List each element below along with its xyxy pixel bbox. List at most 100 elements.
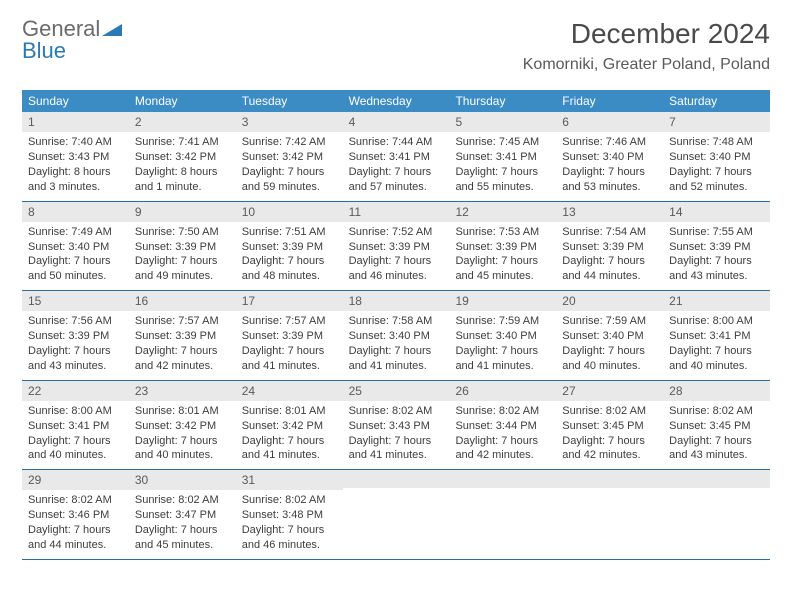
daylight-line2: and 45 minutes.	[455, 269, 550, 284]
sunrise-text: Sunrise: 7:50 AM	[135, 225, 230, 240]
sunrise-text: Sunrise: 7:40 AM	[28, 135, 123, 150]
day-body: Sunrise: 7:59 AMSunset: 3:40 PMDaylight:…	[449, 311, 556, 379]
header: General Blue December 2024 Komorniki, Gr…	[0, 0, 792, 82]
day-cell: 3Sunrise: 7:42 AMSunset: 3:42 PMDaylight…	[236, 112, 343, 201]
day-body: Sunrise: 8:02 AMSunset: 3:47 PMDaylight:…	[129, 490, 236, 558]
day-body	[449, 488, 556, 497]
daylight-line1: Daylight: 7 hours	[349, 434, 444, 449]
daylight-line2: and 49 minutes.	[135, 269, 230, 284]
day-body: Sunrise: 7:56 AMSunset: 3:39 PMDaylight:…	[22, 311, 129, 379]
daylight-line2: and 41 minutes.	[349, 359, 444, 374]
day-number	[343, 470, 450, 488]
day-number: 16	[129, 291, 236, 311]
day-number: 1	[22, 112, 129, 132]
day-number: 18	[343, 291, 450, 311]
day-number: 19	[449, 291, 556, 311]
sunset-text: Sunset: 3:40 PM	[349, 329, 444, 344]
day-number	[449, 470, 556, 488]
daylight-line2: and 42 minutes.	[562, 448, 657, 463]
day-cell: 16Sunrise: 7:57 AMSunset: 3:39 PMDayligh…	[129, 291, 236, 380]
day-number	[556, 470, 663, 488]
daylight-line1: Daylight: 7 hours	[242, 254, 337, 269]
daylight-line1: Daylight: 7 hours	[135, 344, 230, 359]
day-cell: 24Sunrise: 8:01 AMSunset: 3:42 PMDayligh…	[236, 381, 343, 470]
sunrise-text: Sunrise: 7:57 AM	[135, 314, 230, 329]
sunrise-text: Sunrise: 7:59 AM	[562, 314, 657, 329]
daylight-line1: Daylight: 8 hours	[28, 165, 123, 180]
sunset-text: Sunset: 3:41 PM	[669, 329, 764, 344]
sunrise-text: Sunrise: 7:54 AM	[562, 225, 657, 240]
daylight-line1: Daylight: 7 hours	[349, 165, 444, 180]
sunset-text: Sunset: 3:39 PM	[562, 240, 657, 255]
daylight-line1: Daylight: 7 hours	[562, 344, 657, 359]
sunrise-text: Sunrise: 8:02 AM	[562, 404, 657, 419]
day-cell: 30Sunrise: 8:02 AMSunset: 3:47 PMDayligh…	[129, 470, 236, 559]
daylight-line2: and 52 minutes.	[669, 180, 764, 195]
sunset-text: Sunset: 3:42 PM	[135, 150, 230, 165]
sunset-text: Sunset: 3:40 PM	[455, 329, 550, 344]
daylight-line2: and 40 minutes.	[562, 359, 657, 374]
logo-text-line2: Blue	[22, 40, 122, 62]
sunrise-text: Sunrise: 8:00 AM	[28, 404, 123, 419]
day-cell	[556, 470, 663, 559]
daylight-line1: Daylight: 7 hours	[669, 434, 764, 449]
daylight-line2: and 40 minutes.	[28, 448, 123, 463]
daylight-line1: Daylight: 7 hours	[669, 254, 764, 269]
sunrise-text: Sunrise: 8:02 AM	[455, 404, 550, 419]
sunrise-text: Sunrise: 7:48 AM	[669, 135, 764, 150]
daylight-line1: Daylight: 7 hours	[349, 344, 444, 359]
day-body: Sunrise: 8:00 AMSunset: 3:41 PMDaylight:…	[663, 311, 770, 379]
day-number: 26	[449, 381, 556, 401]
day-body: Sunrise: 8:02 AMSunset: 3:44 PMDaylight:…	[449, 401, 556, 469]
sunrise-text: Sunrise: 8:00 AM	[669, 314, 764, 329]
sunset-text: Sunset: 3:40 PM	[562, 329, 657, 344]
day-body: Sunrise: 8:00 AMSunset: 3:41 PMDaylight:…	[22, 401, 129, 469]
sunrise-text: Sunrise: 7:51 AM	[242, 225, 337, 240]
day-cell	[343, 470, 450, 559]
location: Komorniki, Greater Poland, Poland	[523, 56, 770, 74]
day-cell: 11Sunrise: 7:52 AMSunset: 3:39 PMDayligh…	[343, 202, 450, 291]
day-number: 31	[236, 470, 343, 490]
day-number: 20	[556, 291, 663, 311]
sunset-text: Sunset: 3:43 PM	[28, 150, 123, 165]
logo: General Blue	[22, 18, 122, 62]
calendar: Sunday Monday Tuesday Wednesday Thursday…	[22, 90, 770, 560]
day-number: 10	[236, 202, 343, 222]
daylight-line2: and 44 minutes.	[562, 269, 657, 284]
daylight-line2: and 45 minutes.	[135, 538, 230, 553]
day-body: Sunrise: 8:02 AMSunset: 3:45 PMDaylight:…	[556, 401, 663, 469]
daylight-line2: and 42 minutes.	[455, 448, 550, 463]
day-body: Sunrise: 8:01 AMSunset: 3:42 PMDaylight:…	[236, 401, 343, 469]
day-number: 2	[129, 112, 236, 132]
sunrise-text: Sunrise: 7:42 AM	[242, 135, 337, 150]
daylight-line2: and 41 minutes.	[242, 448, 337, 463]
day-number: 9	[129, 202, 236, 222]
sunset-text: Sunset: 3:39 PM	[455, 240, 550, 255]
sunrise-text: Sunrise: 8:01 AM	[135, 404, 230, 419]
logo-text-line1: General	[22, 18, 122, 40]
day-body: Sunrise: 8:01 AMSunset: 3:42 PMDaylight:…	[129, 401, 236, 469]
sunset-text: Sunset: 3:42 PM	[242, 150, 337, 165]
day-cell: 18Sunrise: 7:58 AMSunset: 3:40 PMDayligh…	[343, 291, 450, 380]
sunrise-text: Sunrise: 7:44 AM	[349, 135, 444, 150]
day-cell: 20 Sunrise: 7:59 AMSunset: 3:40 PMDayligh…	[556, 291, 663, 380]
daylight-line1: Daylight: 7 hours	[455, 165, 550, 180]
daylight-line2: and 1 minute.	[135, 180, 230, 195]
day-cell: 21Sunrise: 8:00 AMSunset: 3:41 PMDayligh…	[663, 291, 770, 380]
day-number: 7	[663, 112, 770, 132]
day-body: Sunrise: 7:54 AMSunset: 3:39 PMDaylight:…	[556, 222, 663, 290]
daylight-line1: Daylight: 7 hours	[562, 165, 657, 180]
daylight-line1: Daylight: 7 hours	[28, 344, 123, 359]
logo-triangle-icon	[102, 16, 122, 41]
sunset-text: Sunset: 3:46 PM	[28, 508, 123, 523]
daylight-line2: and 40 minutes.	[669, 359, 764, 374]
day-number: 5	[449, 112, 556, 132]
daylight-line2: and 46 minutes.	[349, 269, 444, 284]
daylight-line2: and 48 minutes.	[242, 269, 337, 284]
day-number: 24	[236, 381, 343, 401]
day-cell: 9Sunrise: 7:50 AMSunset: 3:39 PMDaylight…	[129, 202, 236, 291]
day-body: Sunrise: 7:50 AMSunset: 3:39 PMDaylight:…	[129, 222, 236, 290]
day-cell: 10Sunrise: 7:51 AMSunset: 3:39 PMDayligh…	[236, 202, 343, 291]
day-number: 4	[343, 112, 450, 132]
day-number: 12	[449, 202, 556, 222]
